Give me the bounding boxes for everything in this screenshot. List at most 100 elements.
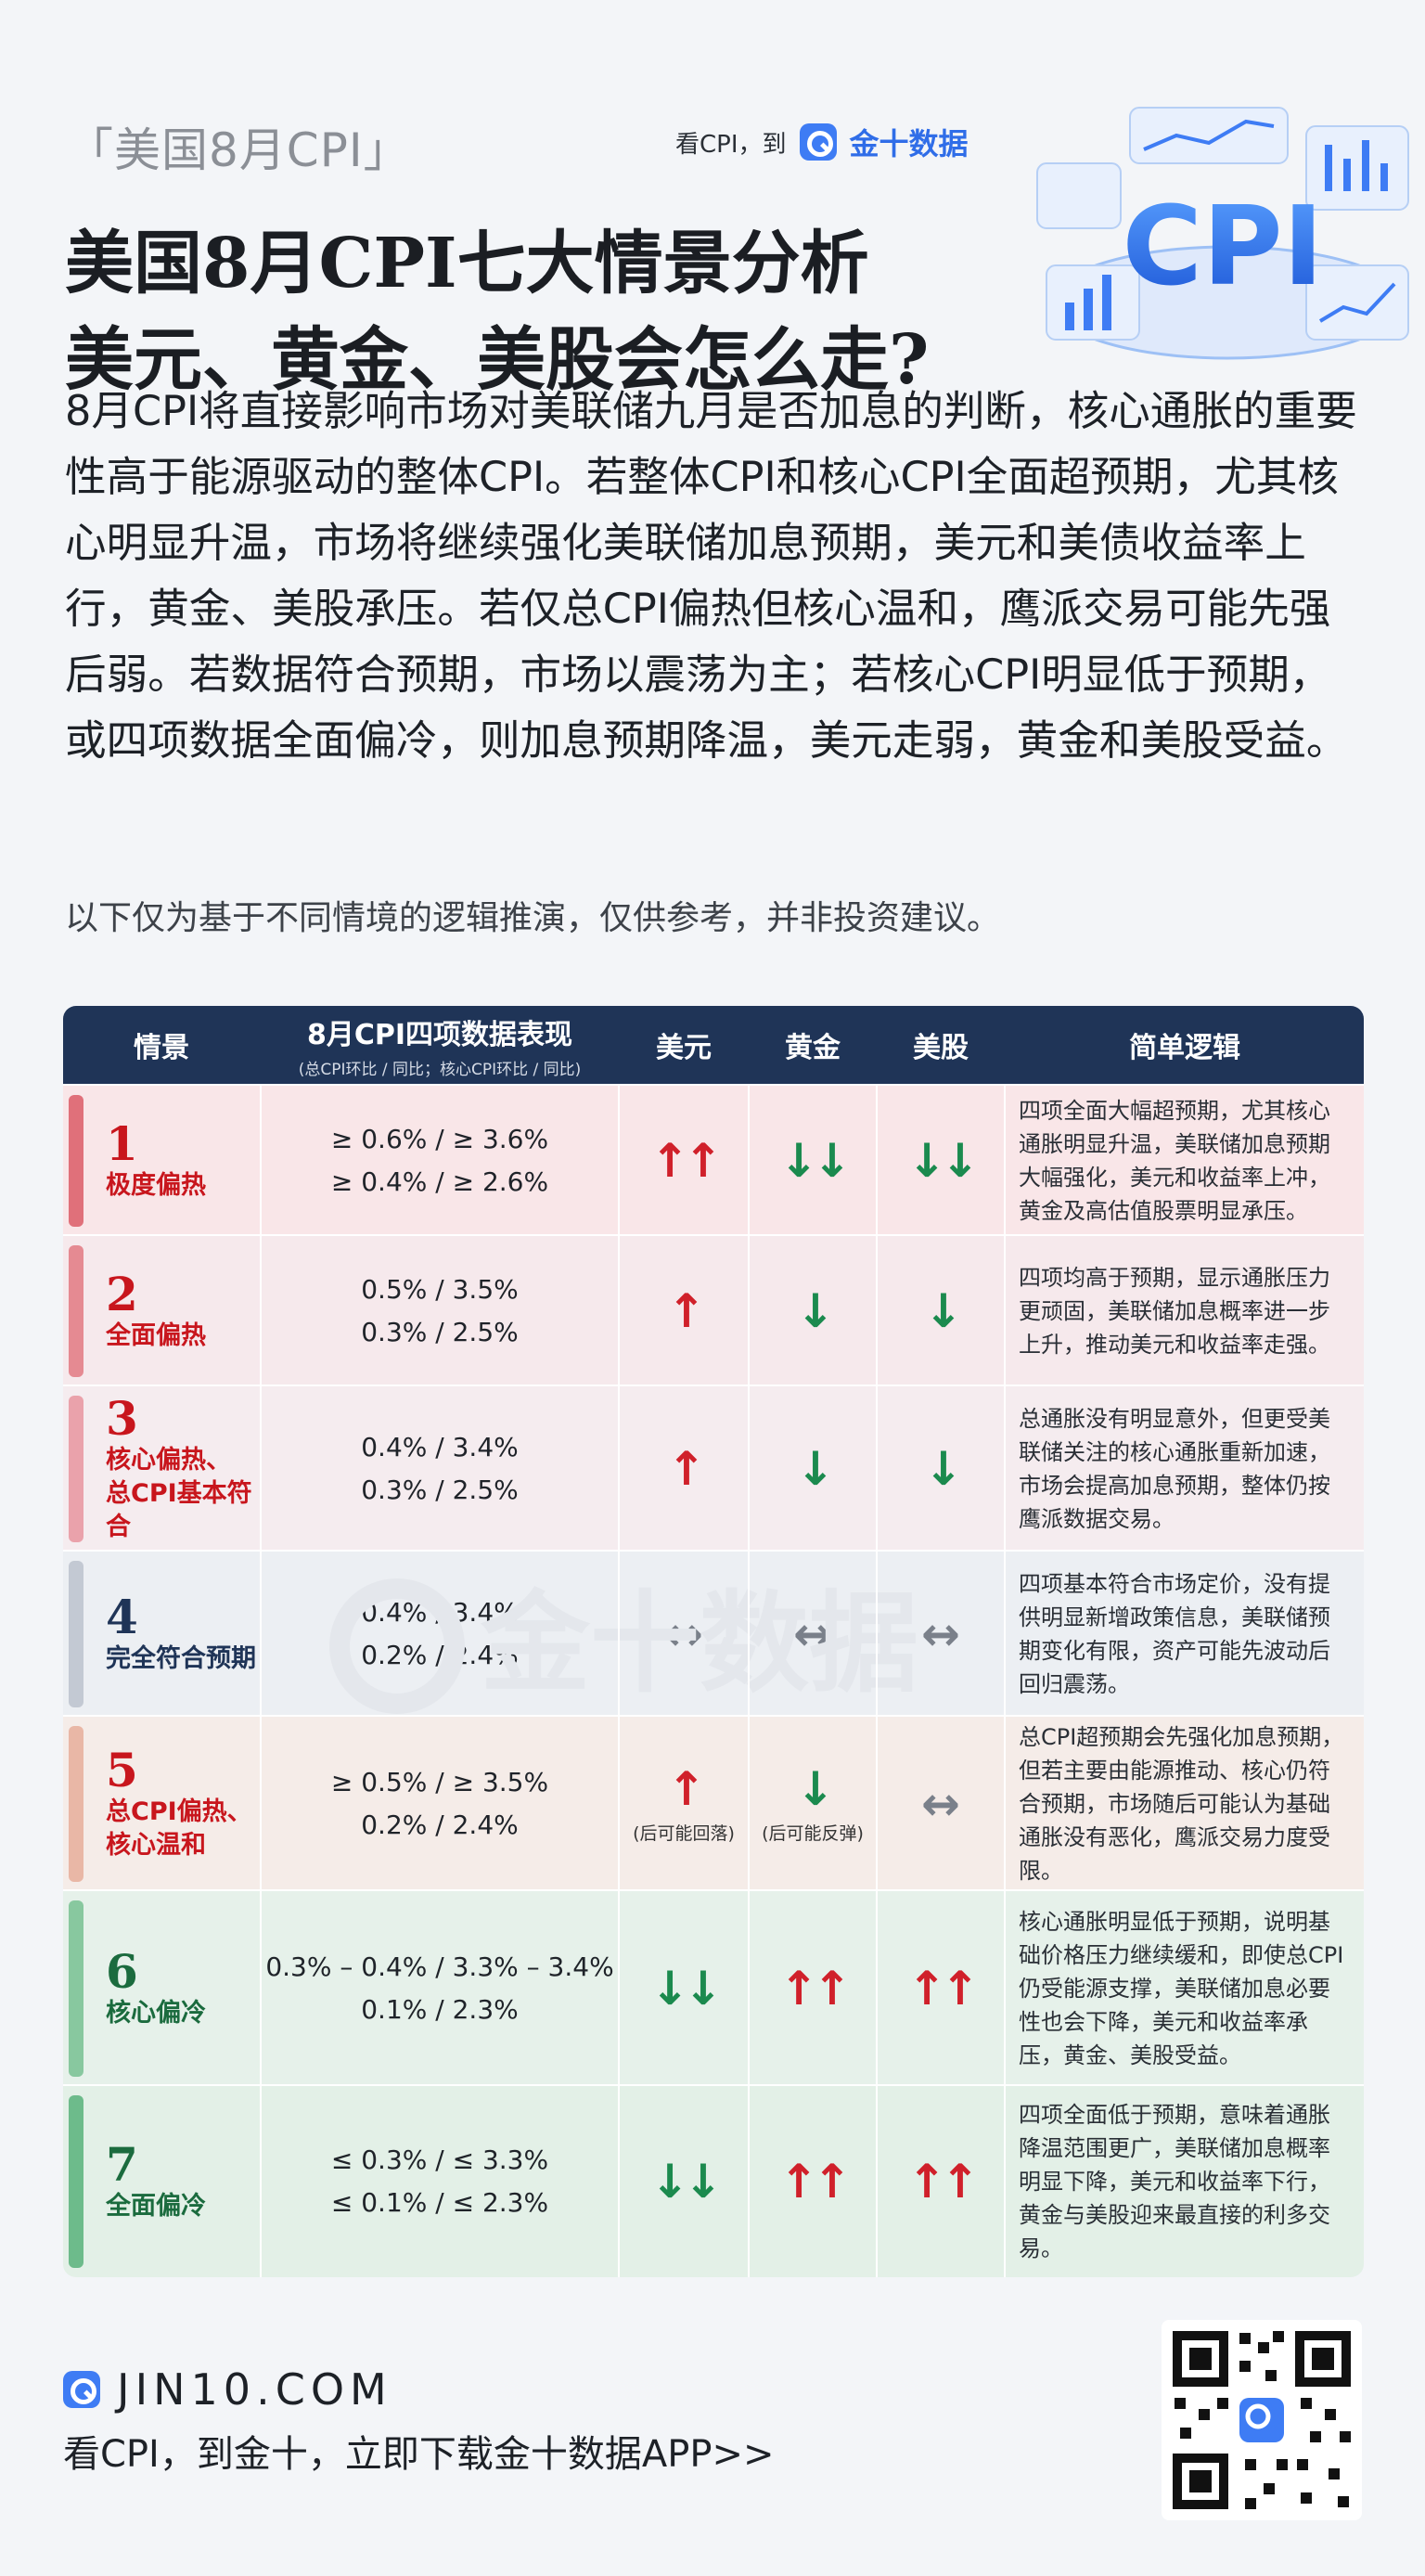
stocks-arrow-icon: ↓: [924, 1442, 963, 1496]
logic-text: 四项基本符合市场定价，没有提供明显新增政策信息，美联储预期变化有限，资产可能先波…: [1019, 1571, 1330, 1697]
data-values-cell: 0.5% / 3.5% 0.3% / 2.5%: [262, 1236, 618, 1386]
scenario-number: 4: [106, 1590, 138, 1644]
data-values-cell: ≤ 0.3% / ≤ 3.3% ≤ 0.1% / ≤ 2.3%: [262, 2086, 618, 2277]
title-line-2: 美元、黄金、美股会怎么走?: [65, 320, 930, 400]
col-divider: [1004, 1084, 1006, 2277]
gold-arrow-icon: ↑↑: [779, 2155, 852, 2209]
core-values: 0.2% / 2.4%: [361, 1640, 519, 1670]
scenario-stripe: [69, 1900, 83, 2077]
header-logic: 简单逻辑: [1006, 1006, 1364, 1084]
gold-arrow-icon: ↓: [796, 1442, 835, 1496]
headline-values: 0.4% / 3.4%: [361, 1432, 519, 1462]
data-values-cell: ≥ 0.5% / ≥ 3.5% 0.2% / 2.4%: [262, 1717, 618, 1891]
stocks-arrow-icon: ↑↑: [907, 1962, 980, 2016]
usd-arrow-icon: ↑: [667, 1442, 706, 1496]
stocks-arrow-icon: ↑↑: [907, 2155, 980, 2209]
stocks-cell: ↓↓: [878, 1086, 1004, 1236]
stocks-cell: ↔: [878, 1552, 1004, 1717]
logic-text: 核心通胀明显低于预期，说明基础价格压力继续缓和，即使总CPI仍受能源支撑，美联储…: [1019, 1909, 1344, 2068]
table-row: 6 核心偏冷 0.3% – 0.4% / 3.3% – 3.4% 0.1% / 2.3…: [63, 1889, 1364, 2086]
col-divider: [876, 1084, 878, 2277]
scenario-number: 1: [106, 1116, 138, 1171]
jin10-logo-icon: [799, 123, 837, 161]
watermark-text: 金十数据: [480, 1579, 918, 1707]
scenario-label: 总CPI偏热、 核心温和: [106, 1797, 252, 1860]
scenario-table: 情景 8月CPI四项数据表现 (总CPI环比 / 同比；核心CPI环比 / 同比…: [63, 1006, 1364, 2277]
stocks-arrow-icon: ↓↓: [907, 1134, 980, 1188]
gold-cell: ↓: [750, 1386, 876, 1552]
logic-text: 总CPI超预期会先强化加息预期，但若主要由能源推动、核心仍符合预期，市场随后可能…: [1019, 1724, 1344, 1884]
table-row: 4 完全符合预期 0.4% / 3.4% 0.2% / 2.4% ↔ ↔ ↔ 四项基本符合市场…: [63, 1550, 1364, 1717]
scenario-cell: 7 全面偏冷: [63, 2086, 260, 2277]
header-data-sub: (总CPI环比 / 同比；核心CPI环比 / 同比): [298, 1060, 582, 1079]
brand-header: 看CPI，到 金十数据: [675, 121, 969, 163]
scenario-stripe: [69, 1561, 83, 1707]
scenario-cell: 3 核心偏热、 总CPI基本符合: [63, 1386, 260, 1552]
scenario-label: 核心偏热、 总CPI基本符合: [106, 1446, 252, 1541]
stocks-arrow-icon: ↓: [924, 1284, 963, 1338]
header-data-text: 8月CPI四项数据表现: [306, 1018, 573, 1051]
scenario-name: 3 核心偏热、 总CPI基本符合: [106, 1386, 260, 1552]
gold-cell: ↑↑: [750, 1891, 876, 2086]
core-values: 0.2% / 2.4%: [361, 1810, 519, 1840]
scenario-number: 6: [106, 1944, 138, 1999]
gold-cell: ↓↓: [750, 1086, 876, 1236]
hero-cpi-text: CPI: [1123, 182, 1324, 310]
table-row: 5 总CPI偏热、 核心温和 ≥ 0.5% / ≥ 3.5% 0.2% / 2.4% ↑…: [63, 1715, 1364, 1891]
tag-label: 「美国8月CPI」: [67, 123, 411, 177]
logic-cell: 总CPI超预期会先强化加息预期，但若主要由能源推动、核心仍符合预期，市场随后可能…: [1006, 1717, 1364, 1891]
gold-cell: ↓ (后可能反弹): [750, 1717, 876, 1891]
stocks-cell: ↑↑: [878, 2086, 1004, 2277]
logic-cell: 四项全面大幅超预期，尤其核心通胀明显升温，美联储加息预期大幅强化，美元和收益率上…: [1006, 1086, 1364, 1236]
col-divider: [260, 1084, 262, 2277]
table-row: 3 核心偏热、 总CPI基本符合 0.4% / 3.4% 0.3% / 2.5% ↑ ↓ ↓…: [63, 1385, 1364, 1552]
slogan: 看CPI，到: [675, 130, 787, 159]
header-gold: 黄金: [750, 1006, 876, 1084]
usd-cell: ↔: [620, 1552, 748, 1717]
header-data: 8月CPI四项数据表现 (总CPI环比 / 同比；核心CPI环比 / 同比): [262, 1006, 618, 1084]
logic-cell: 四项全面低于预期，意味着通胀降温范围更广，美联储加息概率明显下降，美元和收益率下…: [1006, 2086, 1364, 2277]
scenario-cell: 2 全面偏热: [63, 1236, 260, 1386]
header-scenario: 情景: [63, 1006, 260, 1084]
scenario-label: 全面偏热: [106, 1321, 206, 1350]
scenario-name: 6 核心偏冷: [106, 1891, 206, 2086]
stocks-arrow-icon: ↔: [921, 1607, 960, 1661]
scenario-cell: 4 完全符合预期: [63, 1552, 260, 1717]
core-values: 0.3% / 2.5%: [361, 1317, 519, 1347]
core-values: ≥ 0.4% / ≥ 2.6%: [330, 1166, 549, 1197]
usd-cell: ↑: [620, 1236, 748, 1386]
logic-cell: 总通胀没有明显意外，但更受美联储关注的核心通胀重新加速，市场会提高加息预期，整体…: [1006, 1386, 1364, 1552]
header-stocks: 美股: [878, 1006, 1004, 1084]
data-values-cell: 0.4% / 3.4% 0.3% / 2.5%: [262, 1386, 618, 1552]
scenario-stripe: [69, 1726, 83, 1882]
logic-text: 四项全面低于预期，意味着通胀降温范围更广，美联储加息概率明显下降，美元和收益率下…: [1019, 2102, 1330, 2261]
header-gold-text: 黄金: [785, 1032, 841, 1064]
qr-code[interactable]: [1162, 2320, 1362, 2520]
headline-values: ≤ 0.3% / ≤ 3.3%: [330, 2145, 549, 2175]
core-values: 0.1% / 2.3%: [361, 1994, 519, 2025]
header-scenario-text: 情景: [134, 1032, 189, 1064]
intro-paragraph: 8月CPI将直接影响市场对美联储九月是否加息的判断，核心通胀的重要性高于能源驱动…: [65, 387, 1357, 765]
usd-cell: ↑↑: [620, 1086, 748, 1236]
gold-arrow-icon: ↓: [796, 1761, 835, 1816]
usd-arrow-icon: ↓↓: [650, 2155, 723, 2209]
scenario-stripe: [69, 1396, 83, 1542]
headline-values: 0.3% – 0.4% / 3.3% – 3.4%: [265, 1951, 614, 1982]
core-values: 0.3% / 2.5%: [361, 1475, 519, 1505]
gold-arrow-icon: ↓: [796, 1284, 835, 1338]
footer-brand: JIN10.COM: [63, 2364, 392, 2415]
table-header: 情景 8月CPI四项数据表现 (总CPI环比 / 同比；核心CPI环比 / 同比…: [63, 1006, 1364, 1084]
scenario-stripe: [69, 2095, 83, 2268]
scenario-label: 核心偏冷: [106, 1999, 206, 2028]
site-url[interactable]: JIN10.COM: [117, 2364, 392, 2415]
usd-arrow-icon: ↑↑: [650, 1134, 723, 1188]
headline-values: ≥ 0.5% / ≥ 3.5%: [330, 1767, 549, 1797]
gold-arrow-icon: ↑↑: [779, 1962, 852, 2016]
gold-cell: ↓: [750, 1236, 876, 1386]
col-divider: [748, 1084, 750, 2277]
scenario-name: 7 全面偏冷: [106, 2086, 206, 2277]
download-cta[interactable]: 看CPI，到金十，立即下载金十数据APP>>: [63, 2433, 775, 2476]
table-row: 1 极度偏热 ≥ 0.6% / ≥ 3.6% ≥ 0.4% / ≥ 2.6% ↑↑ ↓↓ ↓…: [63, 1084, 1364, 1236]
header-stocks-text: 美股: [913, 1032, 969, 1064]
stocks-arrow-icon: ↔: [921, 1777, 960, 1831]
